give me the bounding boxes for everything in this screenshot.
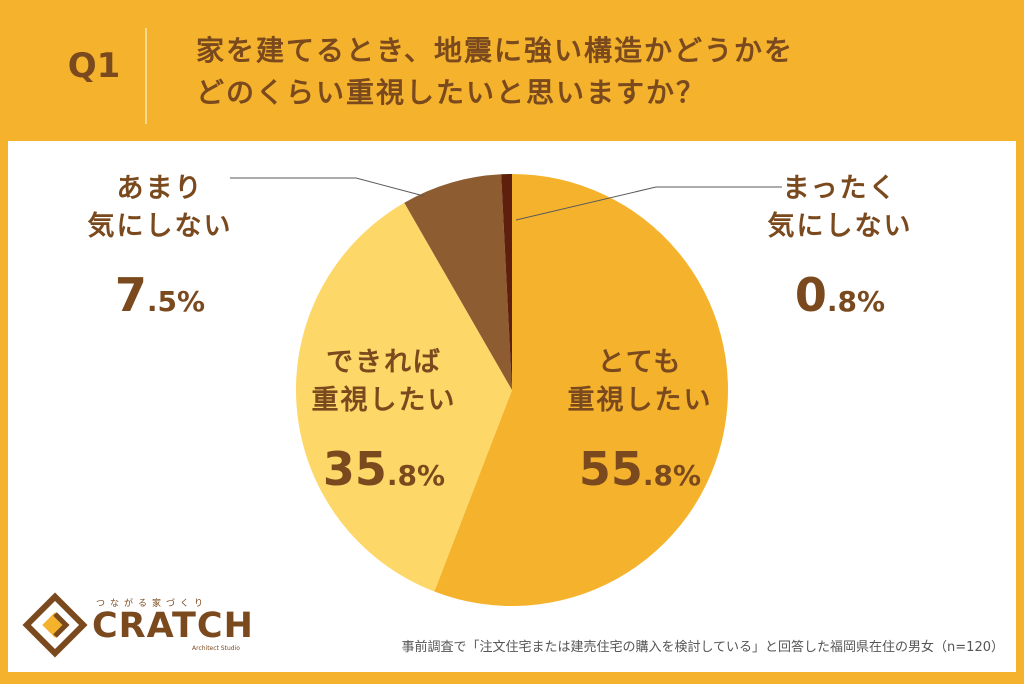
slice-label-0-line-0: とても xyxy=(598,347,683,378)
brand-subtitle: Architect Studio xyxy=(192,645,240,652)
pie-slice-3 xyxy=(501,174,512,390)
pie-slice-2 xyxy=(404,174,512,390)
slice-value-3: 0.8% xyxy=(795,268,885,322)
slice-value-int-2: 7 xyxy=(115,268,147,322)
question-text: 家を建てるとき、地震に強い構造かどうかを どのくらい重視したいと思いますか？ xyxy=(196,30,976,114)
slice-label-3-line-1: 気にしない xyxy=(768,210,913,242)
slice-value-int-0: 55 xyxy=(579,442,643,496)
cratch-logo-icon xyxy=(22,592,88,658)
chart-panel: とても 重視したい 55.8% できれば 重視したい 35.8% あまり 気にしない 7.5% ま… xyxy=(8,141,1016,672)
leader-line-2 xyxy=(230,177,425,197)
slice-value-1: 35.8% xyxy=(323,442,445,496)
slice-value-int-3: 0 xyxy=(795,268,827,322)
question-line-2: どのくらい重視したいと思いますか？ xyxy=(196,76,707,109)
header-divider xyxy=(145,28,147,124)
slice-value-2: 7.5% xyxy=(115,268,205,322)
slice-value-int-1: 35 xyxy=(323,442,387,496)
survey-footnote: 事前調査で「注文住宅または建売住宅の購入を検討している」と回答した福岡県在住の男… xyxy=(401,640,1004,655)
slice-label-2-line-1: 気にしない xyxy=(88,210,233,242)
slice-value-dec-2: .5% xyxy=(147,285,205,318)
slice-label-0-line-1: 重視したい xyxy=(568,385,713,416)
slice-value-dec-0: .8% xyxy=(643,459,701,492)
slice-label-1-line-0: できれば xyxy=(326,347,442,378)
question-number: Q1 xyxy=(67,46,121,86)
pie-slice-0 xyxy=(434,174,728,606)
slice-label-2-line-0: あまり xyxy=(117,173,204,204)
slice-value-dec-1: .8% xyxy=(387,459,445,492)
slice-label-3-line-0: まったく xyxy=(783,173,898,204)
slice-value-0: 55.8% xyxy=(579,442,701,496)
brand-name: CRATCH xyxy=(92,606,254,646)
brand-tagline: つながる家づくり xyxy=(96,599,209,609)
leader-line-3 xyxy=(515,186,782,221)
slice-value-dec-3: .8% xyxy=(827,285,885,318)
question-line-1: 家を建てるとき、地震に強い構造かどうかを xyxy=(196,34,795,67)
pie-chart: とても重視したい55.8%できれば重視したい35.8%あまり気にしない7.5%ま… xyxy=(88,173,913,606)
slice-label-1-line-1: 重視したい xyxy=(312,385,457,416)
pie-slice-1 xyxy=(295,202,512,592)
